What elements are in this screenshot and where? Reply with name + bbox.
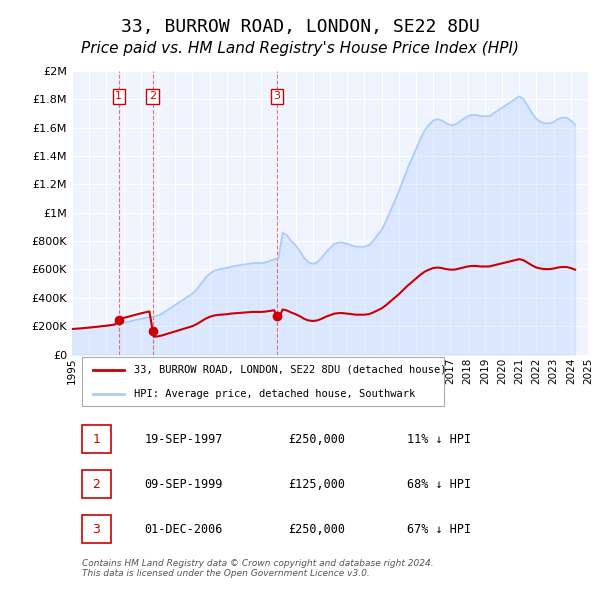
- Text: £250,000: £250,000: [289, 523, 346, 536]
- Text: 11% ↓ HPI: 11% ↓ HPI: [407, 432, 472, 445]
- Text: 67% ↓ HPI: 67% ↓ HPI: [407, 523, 472, 536]
- Text: HPI: Average price, detached house, Southwark: HPI: Average price, detached house, Sout…: [134, 389, 415, 399]
- FancyBboxPatch shape: [82, 470, 110, 498]
- Text: 3: 3: [274, 91, 281, 101]
- Text: 1: 1: [115, 91, 122, 101]
- Text: 68% ↓ HPI: 68% ↓ HPI: [407, 477, 472, 491]
- Text: Price paid vs. HM Land Registry's House Price Index (HPI): Price paid vs. HM Land Registry's House …: [81, 41, 519, 56]
- Text: 09-SEP-1999: 09-SEP-1999: [144, 477, 223, 491]
- Text: 19-SEP-1997: 19-SEP-1997: [144, 432, 223, 445]
- FancyBboxPatch shape: [82, 425, 110, 453]
- Text: 1: 1: [92, 432, 100, 445]
- Text: 2: 2: [149, 91, 156, 101]
- Text: £125,000: £125,000: [289, 477, 346, 491]
- FancyBboxPatch shape: [82, 516, 110, 543]
- Text: 33, BURROW ROAD, LONDON, SE22 8DU: 33, BURROW ROAD, LONDON, SE22 8DU: [121, 18, 479, 35]
- Text: £250,000: £250,000: [289, 432, 346, 445]
- Text: 01-DEC-2006: 01-DEC-2006: [144, 523, 223, 536]
- FancyBboxPatch shape: [82, 357, 443, 407]
- Text: Contains HM Land Registry data © Crown copyright and database right 2024.
This d: Contains HM Land Registry data © Crown c…: [82, 559, 434, 578]
- Text: 33, BURROW ROAD, LONDON, SE22 8DU (detached house): 33, BURROW ROAD, LONDON, SE22 8DU (detac…: [134, 365, 446, 375]
- Text: 2: 2: [92, 477, 100, 491]
- Text: 3: 3: [92, 523, 100, 536]
